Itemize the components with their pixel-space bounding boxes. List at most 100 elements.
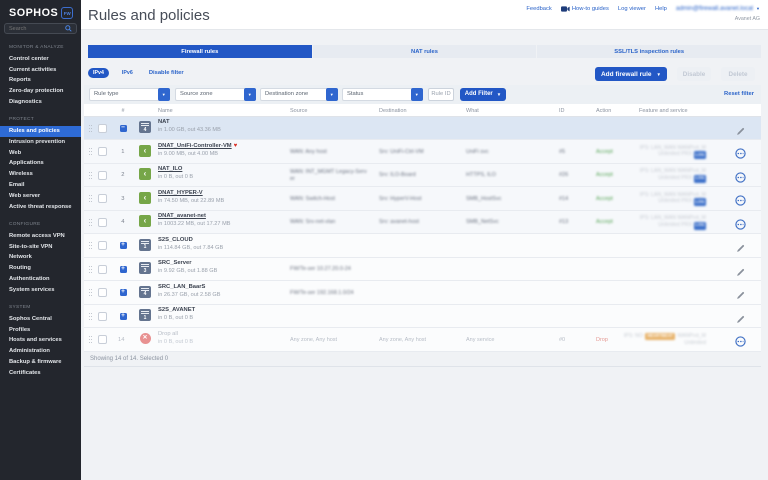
row-checkbox[interactable] — [98, 311, 107, 321]
expand-group-icon[interactable]: + — [119, 288, 127, 296]
drag-handle[interactable] — [89, 218, 93, 227]
sidebar-item-hosts-and-services[interactable]: Hosts and services — [9, 337, 62, 344]
tab-ssl-tls-inspection-rules[interactable]: SSL/TLS inspection rules — [537, 45, 762, 58]
add-filter-button[interactable]: Add Filter ▼ — [460, 87, 506, 101]
detach-rule-button[interactable] — [728, 193, 752, 211]
pencil-icon — [736, 244, 744, 252]
sidebar-item-site-to-site-vpn[interactable]: Site-to-site VPN — [9, 243, 53, 250]
sidebar-item-backup-firmware[interactable]: Backup & firmware — [9, 359, 62, 366]
add-firewall-rule-button[interactable]: Add firewall rule ▼ — [594, 67, 667, 81]
rule-id-filter[interactable]: Rule ID — [428, 88, 454, 101]
detach-rule-button[interactable] — [728, 146, 752, 164]
ipv4-toggle[interactable]: IPv4 — [88, 68, 109, 78]
firewall-rules-table: # Name Source Destination What ID Action Featur… — [84, 104, 761, 352]
row-checkbox[interactable] — [98, 147, 107, 156]
filter-select-destination-zone[interactable]: Destination zone ▼ — [260, 88, 338, 101]
rule-name[interactable]: DNAT_HYPER-V — [158, 189, 203, 196]
edit-rule-button[interactable] — [728, 123, 752, 141]
sidebar-item-rules-and-policies[interactable]: Rules and policies — [0, 126, 81, 137]
sidebar-item-remote-access-vpn[interactable]: Remote access VPN — [9, 232, 65, 239]
sidebar-item-control-center[interactable]: Control center — [9, 55, 49, 62]
sidebar-item-current-activities[interactable]: Current activities — [9, 66, 57, 73]
sidebar-item-network[interactable]: Network — [9, 254, 32, 261]
rule-traffic-label: in 0 B, out 0 B — [158, 338, 194, 345]
drag-dot — [89, 248, 91, 250]
feature-line1: IPS: LAN_WAN WANProt_M — [639, 215, 706, 221]
rule-name[interactable]: NAT_ILO — [158, 166, 183, 172]
sidebar-item-authentication[interactable]: Authentication — [9, 275, 50, 282]
drag-handle[interactable] — [89, 148, 93, 156]
sidebar-item-routing[interactable]: Routing — [9, 265, 31, 272]
drag-handle[interactable] — [89, 242, 93, 250]
expand-group-icon[interactable]: + — [119, 264, 127, 273]
filter-select-status[interactable]: Status ▼ — [342, 88, 423, 101]
row-checkbox[interactable] — [98, 217, 107, 227]
group-icon-lines — [141, 123, 149, 126]
sidebar-search[interactable] — [4, 23, 77, 34]
tab-nat-rules[interactable]: NAT rules — [312, 45, 538, 58]
edit-rule-button[interactable] — [728, 264, 752, 282]
filter-select-rule-type[interactable]: Rule type ▼ — [89, 88, 170, 101]
reset-filter-link[interactable]: Reset filter — [724, 91, 754, 97]
drag-handle[interactable] — [89, 289, 93, 297]
rule-name[interactable]: DNAT_UniFi-Controller-VM ♥ — [158, 142, 238, 149]
drag-handle[interactable] — [89, 195, 93, 203]
filter-select-source-zone[interactable]: Source zone ▼ — [175, 88, 256, 101]
row-checkbox[interactable] — [98, 123, 107, 133]
drag-handle[interactable] — [89, 265, 93, 274]
sidebar-item-certificates[interactable]: Certificates — [9, 369, 41, 376]
detach-rule-button[interactable] — [728, 334, 752, 352]
circle-dash-icon — [734, 218, 746, 230]
source-cell: WAN: Srv-net-vlan — [290, 219, 336, 225]
sidebar-item-applications[interactable]: Applications — [9, 160, 44, 167]
row-checkbox[interactable] — [98, 288, 107, 297]
ipv6-toggle[interactable]: IPv6 — [121, 70, 133, 76]
search-icon[interactable] — [65, 25, 72, 32]
how-to-guides-link[interactable]: How-to guides — [560, 6, 609, 12]
expand-group-icon[interactable]: + — [119, 241, 127, 249]
sidebar-item-intrusion-prevention[interactable]: Intrusion prevention — [9, 138, 66, 145]
disable-filter-link[interactable]: Disable filter — [148, 70, 184, 76]
sidebar-item-web[interactable]: Web — [9, 149, 22, 156]
drag-dot — [91, 295, 93, 297]
edit-rule-button[interactable] — [728, 240, 752, 258]
log-viewer-link[interactable]: Log viewer — [617, 5, 646, 12]
detach-rule-button[interactable] — [728, 217, 752, 235]
row-checkbox[interactable] — [98, 335, 107, 344]
sidebar-item-email[interactable]: Email — [9, 182, 25, 189]
row-checkbox[interactable] — [98, 264, 107, 274]
drag-handle[interactable] — [89, 124, 93, 133]
account-menu[interactable]: admin@firewall.avanet.local ▼ — [676, 5, 760, 12]
feedback-link[interactable]: Feedback — [526, 5, 552, 12]
expand-group-icon[interactable]: + — [119, 311, 127, 320]
row-checkbox[interactable] — [98, 194, 107, 203]
edit-rule-button[interactable] — [728, 287, 752, 305]
help-link[interactable]: Help — [654, 5, 667, 12]
source-cell: FW/Te-ser 192.168.1.0/24 — [290, 289, 354, 296]
sidebar-item-sophos-central[interactable]: Sophos Central — [9, 315, 52, 322]
sidebar-item-wireless[interactable]: Wireless — [9, 171, 33, 178]
sidebar-item-zero-day-protection[interactable]: Zero-day protection — [9, 88, 64, 95]
tab-firewall-rules[interactable]: Firewall rules — [88, 45, 313, 58]
sidebar-item-system-services[interactable]: System services — [9, 286, 55, 293]
nav-section-label-system: SYSTEM — [9, 305, 31, 311]
sidebar-item-administration[interactable]: Administration — [9, 348, 50, 355]
row-checkbox[interactable] — [98, 170, 107, 180]
drag-handle[interactable] — [89, 336, 93, 344]
edit-rule-button[interactable] — [728, 311, 752, 329]
drag-handle[interactable] — [89, 171, 93, 180]
row-checkbox[interactable] — [98, 241, 107, 250]
drag-handle[interactable] — [89, 312, 93, 321]
sidebar-item-reports[interactable]: Reports — [9, 77, 31, 84]
detach-rule-button[interactable] — [728, 170, 752, 188]
disable-button[interactable]: Disable — [677, 67, 711, 81]
sidebar-item-active-threat-response[interactable]: Active threat response — [9, 203, 72, 210]
search-input[interactable] — [9, 25, 63, 32]
sidebar-item-web-server[interactable]: Web server — [9, 192, 41, 199]
drag-dot — [91, 289, 93, 291]
rule-name[interactable]: DNAT_avanet-net — [158, 213, 206, 219]
delete-button[interactable]: Delete — [721, 67, 755, 81]
sidebar-item-diagnostics[interactable]: Diagnostics — [9, 98, 42, 105]
collapse-group-icon[interactable]: − — [119, 123, 127, 132]
sidebar-item-profiles[interactable]: Profiles — [9, 326, 31, 333]
